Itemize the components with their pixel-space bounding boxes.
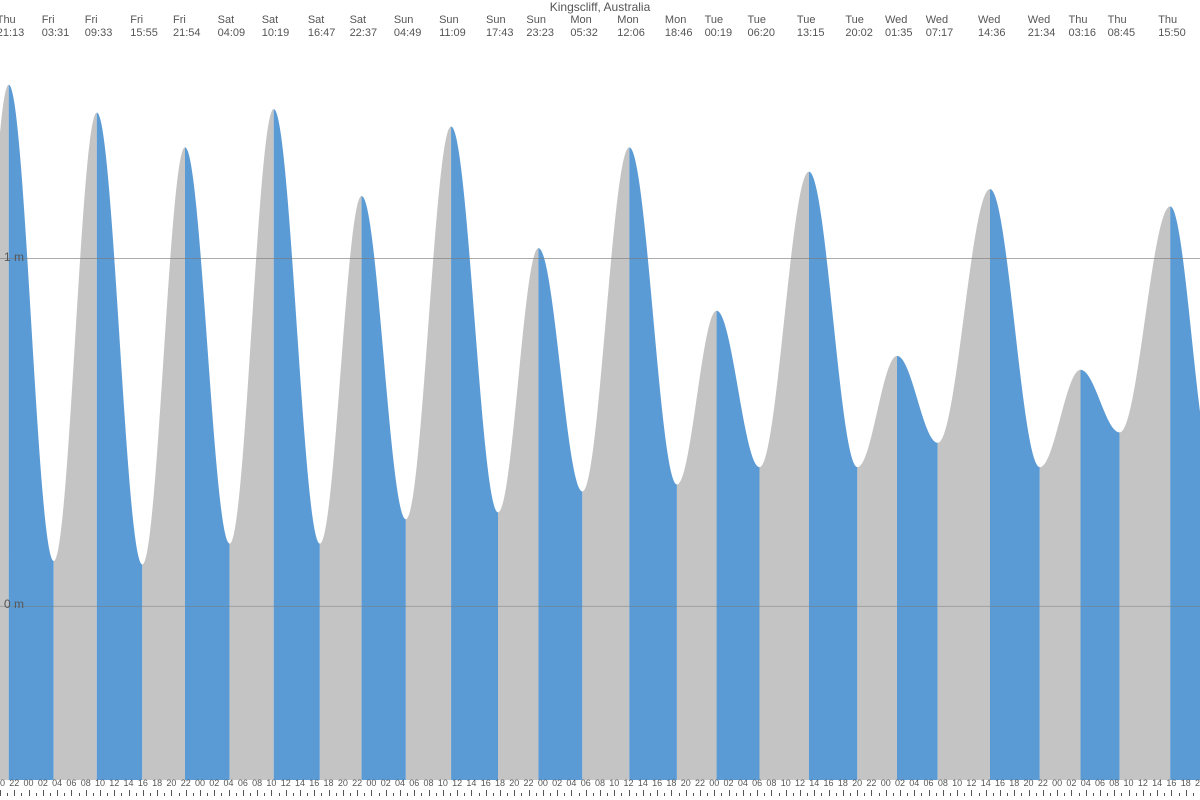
x-hour-label: 04 — [395, 778, 405, 788]
chart-svg — [0, 0, 1200, 800]
x-hour-label: 18 — [1009, 778, 1019, 788]
x-hour-label: 00 — [366, 778, 376, 788]
x-axis-hour-ticks: 20 22 00 02 04 06 08 10 12 14 16 18 20 22 00 02 04 06 08 10… — [0, 776, 1200, 800]
x-hour-label: 02 — [209, 778, 219, 788]
x-hour-label: 14 — [466, 778, 476, 788]
x-hour-label: 16 — [1166, 778, 1176, 788]
x-hour-label: 08 — [424, 778, 434, 788]
x-hour-label: 08 — [1109, 778, 1119, 788]
x-hour-label: 06 — [238, 778, 248, 788]
x-hour-label: 18 — [495, 778, 505, 788]
x-hour-label: 10 — [609, 778, 619, 788]
x-hour-label: 10 — [1124, 778, 1134, 788]
x-hour-label: 22 — [866, 778, 876, 788]
x-hour-label: 04 — [566, 778, 576, 788]
x-hour-label: 04 — [224, 778, 234, 788]
x-hour-label: 04 — [738, 778, 748, 788]
chart-title: Kingscliff, Australia — [0, 0, 1200, 14]
x-hour-label: 00 — [1052, 778, 1062, 788]
x-hour-label: 14 — [809, 778, 819, 788]
x-hour-label: 04 — [52, 778, 62, 788]
x-hour-label: 02 — [381, 778, 391, 788]
x-hour-label: 22 — [181, 778, 191, 788]
x-hour-label: 08 — [938, 778, 948, 788]
x-hour-label: 20 — [681, 778, 691, 788]
x-hour-label: 04 — [1081, 778, 1091, 788]
x-hour-label: 12 — [795, 778, 805, 788]
tide-chart: Kingscliff, Australia Thu21:13Fri03:31Fr… — [0, 0, 1200, 800]
x-hour-label: 02 — [724, 778, 734, 788]
y-axis-label: 0 m — [4, 597, 24, 611]
x-hour-label: 06 — [66, 778, 76, 788]
x-hour-label: 10 — [781, 778, 791, 788]
x-hour-label: 18 — [838, 778, 848, 788]
x-hour-label: 12 — [624, 778, 634, 788]
x-hour-label: 00 — [538, 778, 548, 788]
x-hour-label: 16 — [824, 778, 834, 788]
x-hour-label: 08 — [81, 778, 91, 788]
x-hour-label: 06 — [752, 778, 762, 788]
x-hour-label: 22 — [524, 778, 534, 788]
x-hour-label: 14 — [981, 778, 991, 788]
x-hour-label: 14 — [124, 778, 134, 788]
x-hour-label: 16 — [138, 778, 148, 788]
x-hour-label: 02 — [1066, 778, 1076, 788]
x-hour-label: 00 — [881, 778, 891, 788]
x-hour-label: 20 — [1024, 778, 1034, 788]
x-hour-label: 16 — [995, 778, 1005, 788]
x-hour-label: 12 — [109, 778, 119, 788]
x-hour-label: 12 — [281, 778, 291, 788]
x-hour-label: 02 — [895, 778, 905, 788]
x-hour-label: 08 — [252, 778, 262, 788]
x-hour-label: 12 — [452, 778, 462, 788]
x-hour-label: 10 — [95, 778, 105, 788]
x-hour-label: 08 — [766, 778, 776, 788]
x-hour-label: 14 — [295, 778, 305, 788]
x-hour-label: 06 — [581, 778, 591, 788]
x-hour-label: 18 — [152, 778, 162, 788]
x-hour-label: 02 — [38, 778, 48, 788]
x-hour-label: 12 — [1138, 778, 1148, 788]
x-hour-label: 22 — [9, 778, 19, 788]
x-hour-label: 20 — [166, 778, 176, 788]
x-hour-label: 00 — [24, 778, 34, 788]
x-hour-label: 06 — [924, 778, 934, 788]
x-hour-label: 08 — [595, 778, 605, 788]
x-hour-label: 10 — [952, 778, 962, 788]
x-hour-label: 06 — [1095, 778, 1105, 788]
x-hour-label: 20 — [509, 778, 519, 788]
x-hour-label: 22 — [352, 778, 362, 788]
x-hour-label: 18 — [324, 778, 334, 788]
x-hour-label: 20 — [0, 778, 5, 788]
x-hour-label: 04 — [909, 778, 919, 788]
x-hour-label: 10 — [438, 778, 448, 788]
x-hour-label: 16 — [652, 778, 662, 788]
x-hour-label: 18 — [1181, 778, 1191, 788]
x-hour-label: 20 — [1195, 778, 1200, 788]
x-hour-label: 00 — [195, 778, 205, 788]
y-axis-label: 1 m — [4, 250, 24, 264]
x-hour-label: 14 — [1152, 778, 1162, 788]
x-hour-label: 16 — [481, 778, 491, 788]
x-hour-label: 02 — [552, 778, 562, 788]
x-hour-label: 16 — [309, 778, 319, 788]
x-hour-label: 22 — [1038, 778, 1048, 788]
x-hour-label: 18 — [666, 778, 676, 788]
x-hour-label: 06 — [409, 778, 419, 788]
x-hour-label: 10 — [266, 778, 276, 788]
x-hour-label: 14 — [638, 778, 648, 788]
x-hour-label: 00 — [709, 778, 719, 788]
x-hour-label: 22 — [695, 778, 705, 788]
x-hour-label: 12 — [966, 778, 976, 788]
x-hour-label: 20 — [338, 778, 348, 788]
x-hour-label: 20 — [852, 778, 862, 788]
